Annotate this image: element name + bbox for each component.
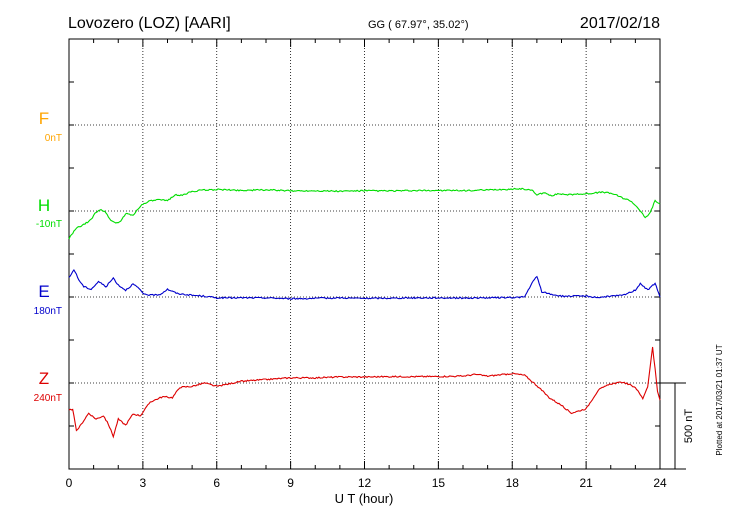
geo-coords: GG ( 67.97°, 35.02°)	[368, 19, 469, 31]
traces	[68, 187, 661, 439]
x-tick-label-6: 6	[213, 476, 220, 490]
x-tick-label-24: 24	[653, 476, 667, 490]
axis-ticks	[68, 39, 661, 469]
series-label-E: E	[38, 282, 49, 301]
plot-date: 2017/02/18	[580, 15, 660, 32]
series-label-H: H	[38, 196, 50, 215]
x-axis-label: U T (hour)	[335, 491, 394, 506]
scale-bar: 500 nT	[660, 382, 695, 470]
series-offset-H: -10nT	[36, 219, 62, 230]
x-tick-label-0: 0	[66, 476, 73, 490]
series-offset-F: 0nT	[45, 133, 62, 144]
scale-bar-label: 500 nT	[683, 409, 695, 444]
trace-E	[68, 269, 661, 301]
x-tick-label-21: 21	[579, 476, 593, 490]
station-title: Lovozero (LOZ) [AARI]	[68, 15, 231, 32]
x-tick-label-18: 18	[506, 476, 520, 490]
x-tick-labels: 0 3 6 9 12 15 18 21 24	[66, 476, 667, 490]
x-tick-label-12: 12	[358, 476, 372, 490]
component-labels: F 0nT H -10nT E 180nT Z 240nT	[34, 109, 62, 404]
x-tick-label-3: 3	[140, 476, 147, 490]
plot-frame	[68, 38, 661, 470]
series-offset-E: 180nT	[34, 306, 62, 317]
x-tick-label-9: 9	[287, 476, 294, 490]
x-tick-label-15: 15	[432, 476, 446, 490]
grid-lines	[69, 39, 660, 469]
plotted-timestamp: Plotted at 2017/03/21 01:37 UT	[715, 344, 724, 455]
series-label-F: F	[39, 109, 49, 128]
trace-Z	[68, 346, 661, 439]
series-offset-Z: 240nT	[34, 393, 62, 404]
series-label-Z: Z	[39, 369, 49, 388]
trace-H	[68, 187, 661, 240]
